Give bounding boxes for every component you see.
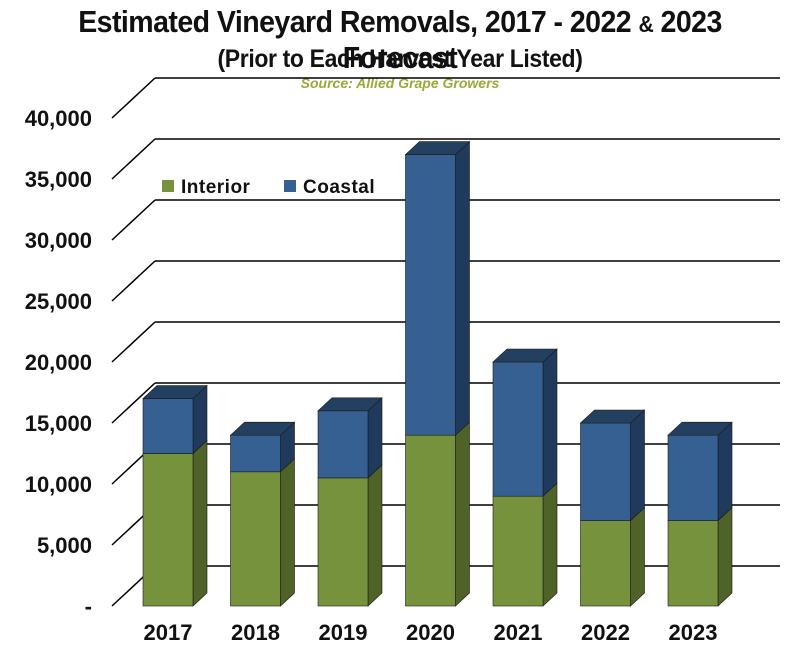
y-tick-label-5: 25,000 bbox=[25, 289, 92, 314]
bar-coastal-2023 bbox=[667, 434, 719, 521]
y-tick-label-3: 15,000 bbox=[25, 411, 92, 436]
chart-title: Estimated Vineyard Removals, 2017 - 2022… bbox=[32, 4, 768, 76]
bar-side-interior-2018 bbox=[280, 458, 295, 607]
legend-label-coastal: Coastal bbox=[303, 177, 375, 198]
gridline-side-8 bbox=[111, 77, 156, 119]
bar-top-2020 bbox=[404, 141, 471, 155]
bar-side-interior-2021 bbox=[542, 482, 558, 607]
x-tick-label-2023: 2023 bbox=[669, 620, 718, 645]
x-tick-label-2019: 2019 bbox=[319, 620, 368, 645]
title-ampersand: & bbox=[638, 11, 654, 37]
bar-side-coastal-2023 bbox=[717, 421, 733, 522]
bar-top-2021 bbox=[492, 348, 558, 363]
bar-side-coastal-2020 bbox=[455, 140, 470, 436]
y-tick-label-4: 20,000 bbox=[25, 350, 92, 375]
x-tick-label-2020: 2020 bbox=[406, 620, 455, 645]
gridline-side-6 bbox=[111, 199, 156, 241]
x-tick-label-2022: 2022 bbox=[581, 620, 630, 645]
bar-interior-2020 bbox=[405, 434, 456, 607]
bar-coastal-2021 bbox=[492, 361, 544, 497]
bar-coastal-2020 bbox=[405, 154, 456, 436]
bar-top-2023 bbox=[667, 421, 733, 436]
title-tail: 2023 Forecast bbox=[342, 4, 723, 75]
bar-side-interior-2020 bbox=[455, 421, 470, 607]
x-tick-label-2017: 2017 bbox=[144, 620, 193, 645]
bar-side-interior-2017 bbox=[192, 439, 208, 607]
bar-top-2022 bbox=[579, 409, 646, 424]
bar-interior-2022 bbox=[580, 520, 631, 607]
y-tick-label-8: 40,000 bbox=[25, 106, 92, 131]
bar-side-interior-2023 bbox=[717, 506, 733, 607]
legend-label-interior: Interior bbox=[181, 177, 251, 198]
bar-side-coastal-2022 bbox=[630, 409, 645, 522]
legend-swatch-coastal bbox=[284, 180, 296, 192]
bar-interior-2017 bbox=[142, 453, 194, 607]
gridline-side-5 bbox=[111, 260, 156, 302]
bar-top-2017 bbox=[142, 385, 208, 399]
y-tick-label-6: 30,000 bbox=[25, 228, 92, 253]
y-tick-label-2: 10,000 bbox=[25, 472, 92, 497]
bar-top-2018 bbox=[229, 421, 296, 436]
bar-interior-2018 bbox=[230, 471, 281, 607]
chart-subtitle: (Prior to Each Harvest Year Listed) bbox=[217, 45, 583, 73]
y-tick-label-7: 35,000 bbox=[25, 167, 92, 192]
bar-interior-2019 bbox=[317, 477, 369, 607]
bar-top-2019 bbox=[317, 397, 383, 412]
y-tick-label-1: 5,000 bbox=[37, 533, 92, 558]
gridline-side-7 bbox=[111, 138, 156, 180]
bar-coastal-2019 bbox=[317, 410, 369, 479]
bar-interior-2023 bbox=[667, 520, 719, 607]
bar-coastal-2018 bbox=[230, 434, 281, 473]
bar-coastal-2022 bbox=[580, 422, 631, 521]
bar-side-interior-2022 bbox=[630, 506, 645, 607]
bar-coastal-2017 bbox=[142, 398, 194, 454]
chart-source: Source: Allied Grape Growers bbox=[300, 75, 500, 91]
bar-interior-2021 bbox=[492, 495, 544, 607]
bar-side-coastal-2021 bbox=[542, 348, 558, 497]
x-tick-label-2018: 2018 bbox=[231, 620, 280, 645]
gridline-side-4 bbox=[111, 321, 156, 363]
title-main: Estimated Vineyard Removals, 2017 - 2022 bbox=[78, 4, 632, 39]
legend-swatch-interior bbox=[162, 180, 174, 192]
gridline-side-3 bbox=[111, 382, 156, 424]
bar-side-coastal-2019 bbox=[367, 397, 383, 479]
x-tick-label-2021: 2021 bbox=[494, 620, 543, 645]
y-tick-label-0: - bbox=[85, 594, 92, 619]
bar-side-interior-2019 bbox=[367, 464, 383, 607]
